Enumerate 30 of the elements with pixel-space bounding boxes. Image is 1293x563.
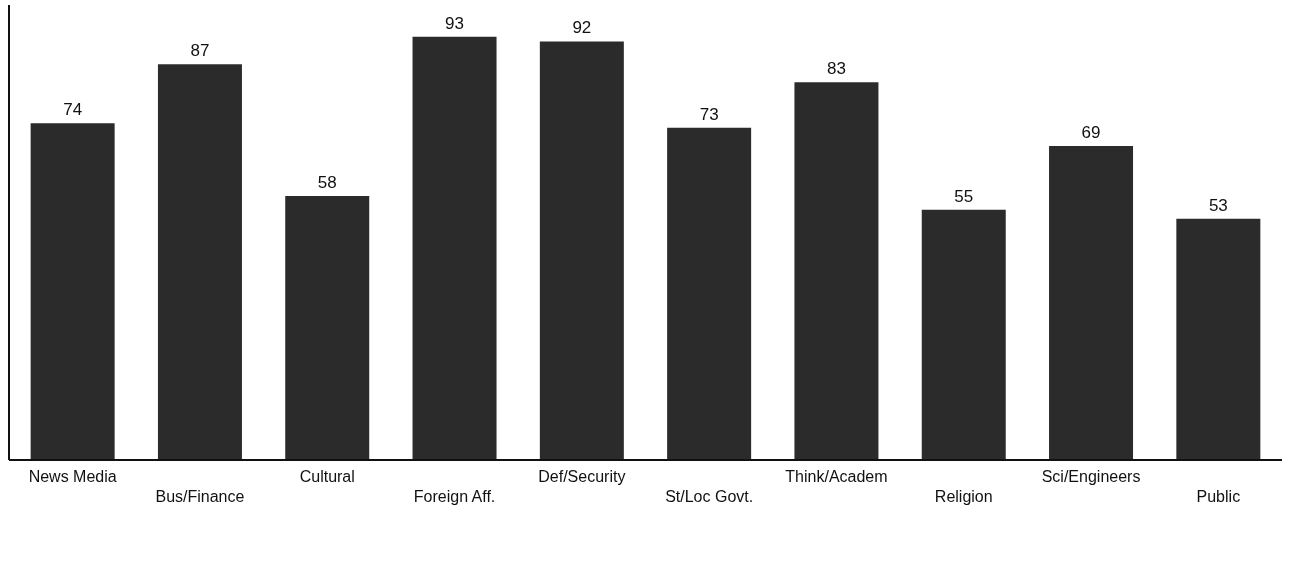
x-tick-label: Cultural: [299, 468, 355, 485]
bar: [1176, 218, 1261, 460]
bar: [412, 36, 497, 460]
x-tick-label: Def/Security: [538, 468, 626, 485]
bar: [30, 123, 115, 460]
x-tick-label: Think/Academ: [785, 468, 888, 485]
x-tick-label: Bus/Finance: [155, 488, 245, 505]
bar: [285, 196, 370, 460]
x-tick-label: Religion: [934, 488, 993, 505]
data-label: 73: [699, 104, 719, 124]
bar: [157, 64, 242, 460]
x-tick-label: Public: [1196, 488, 1241, 505]
data-label: 69: [1081, 123, 1101, 143]
data-label: 92: [572, 18, 592, 38]
data-label: 93: [445, 13, 464, 33]
bar: [921, 209, 1006, 460]
data-label: 87: [190, 41, 210, 61]
bar: [1049, 146, 1134, 460]
x-tick-label: Foreign Aff.: [413, 488, 496, 505]
data-label: 55: [954, 186, 974, 206]
x-tick-label: News Media: [28, 468, 117, 485]
data-label: 74: [63, 100, 83, 120]
x-tick-label: Sci/Engineers: [1041, 468, 1141, 485]
bar: [539, 41, 624, 460]
data-label: 53: [1208, 195, 1228, 215]
bar: [667, 127, 752, 460]
bar: [794, 82, 879, 460]
data-label: 58: [317, 173, 337, 193]
data-label: 83: [826, 59, 846, 79]
x-tick-label: St/Loc Govt.: [665, 488, 754, 505]
